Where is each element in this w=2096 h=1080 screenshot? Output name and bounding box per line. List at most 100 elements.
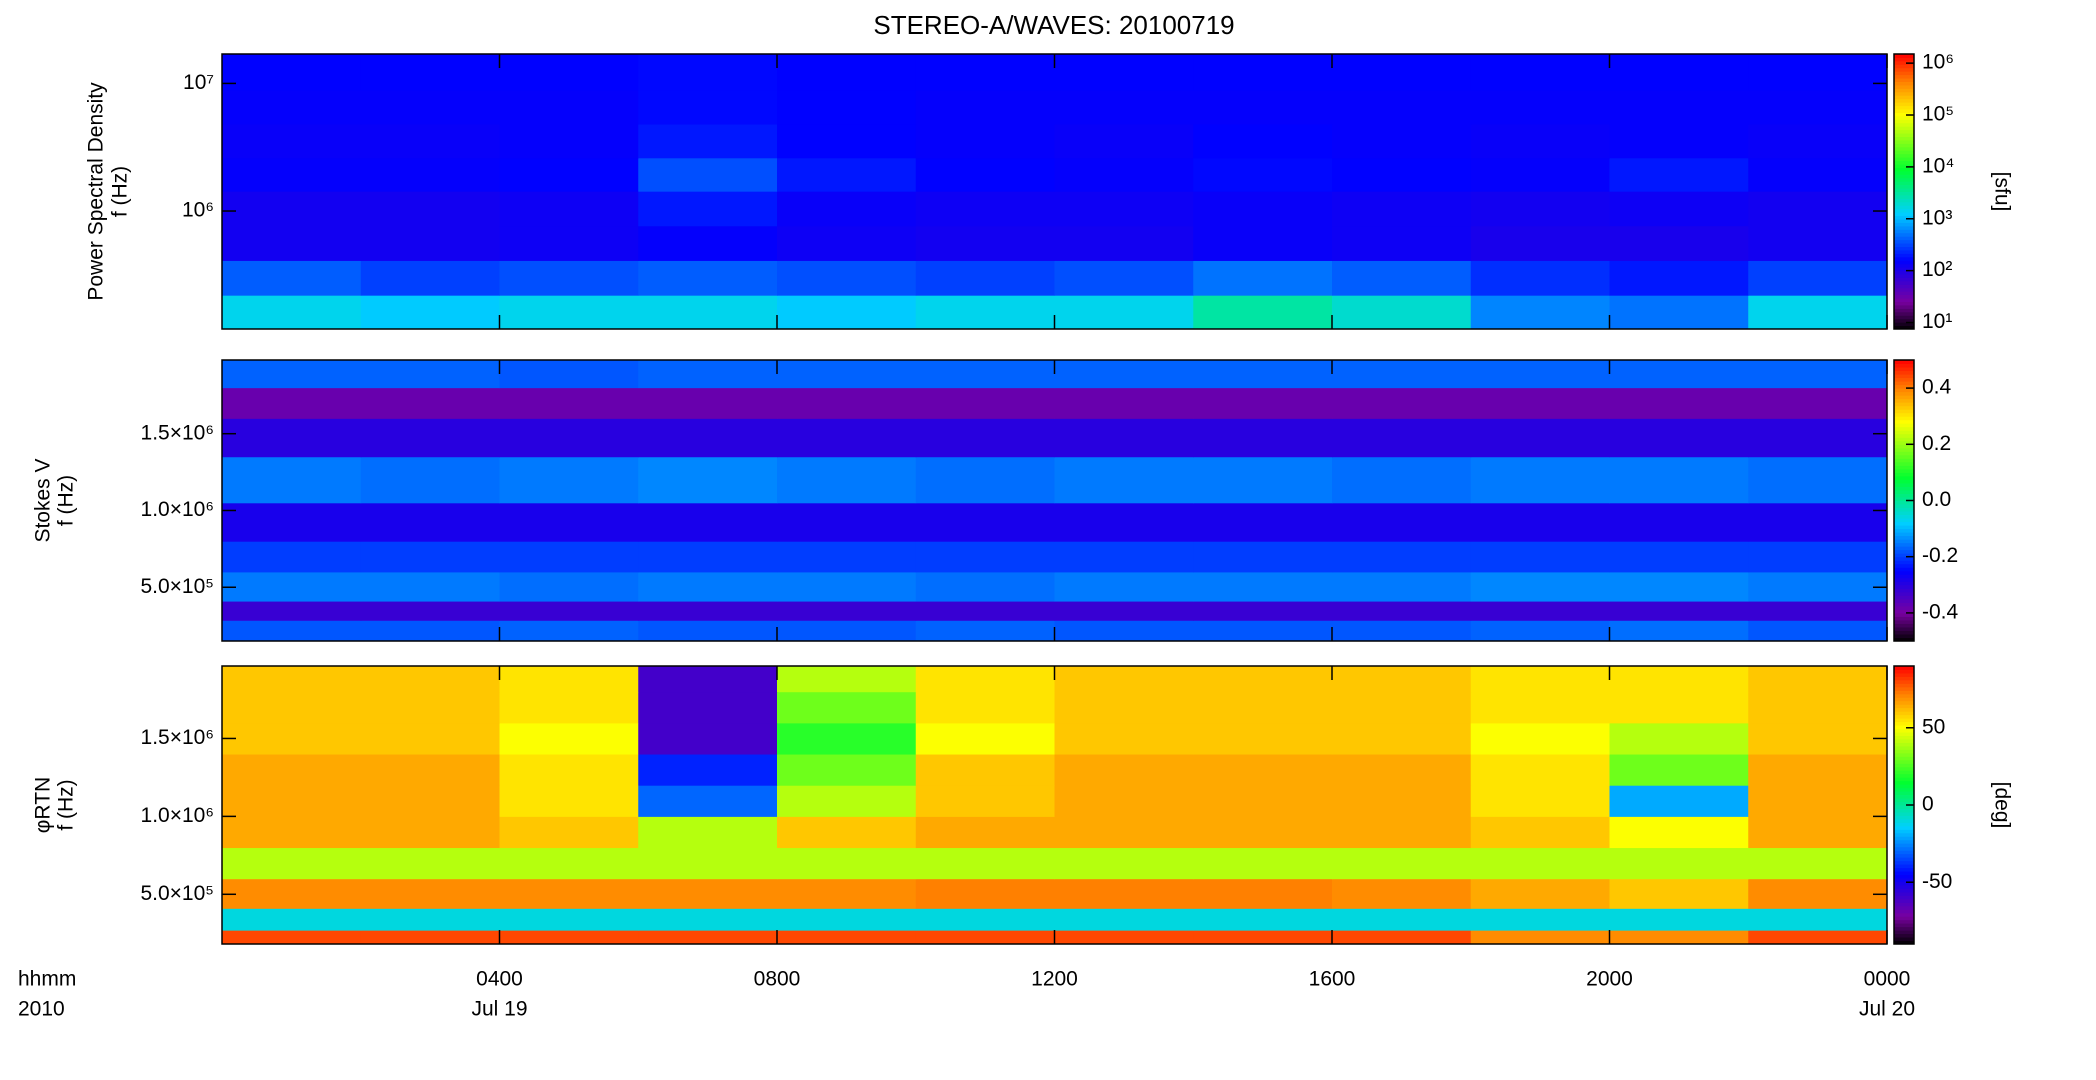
x-tick-label: 1600	[1309, 968, 1356, 991]
spectrogram-cell	[915, 816, 1055, 849]
spectrogram-cell	[1609, 225, 1749, 261]
colorbar-swatch	[1894, 704, 1914, 709]
spectrogram-cell	[222, 691, 362, 724]
spectrogram-cell	[1332, 722, 1472, 755]
colorbar-swatch	[1894, 416, 1914, 421]
spectrogram-cell	[915, 847, 1055, 880]
spectrogram-cell	[1193, 54, 1333, 91]
spectrogram-cell	[499, 387, 639, 419]
colorbar-swatch	[1894, 67, 1914, 72]
spectrogram-cell	[1054, 571, 1194, 602]
spectrogram-cell	[222, 295, 362, 330]
colorbar-swatch	[1894, 690, 1914, 695]
spectrogram-cell	[1748, 260, 1888, 296]
spectrogram-cell	[222, 54, 362, 91]
spectrogram-cell	[360, 295, 500, 330]
spectrogram-cell	[1054, 124, 1194, 159]
colorbar-swatch	[1894, 84, 1914, 89]
spectrogram-cell	[1054, 785, 1194, 817]
spectrogram-cell	[1748, 124, 1888, 159]
spectrogram-cell	[222, 541, 362, 573]
spectrogram-cell	[499, 908, 639, 931]
spectrogram-cell	[222, 878, 362, 909]
colorbar-swatch	[1894, 581, 1914, 586]
y-tick-label: 1.5×10⁶	[141, 421, 214, 444]
colorbar-swatch	[1894, 496, 1914, 501]
colorbar-swatch	[1894, 637, 1914, 642]
colorbar-swatch	[1894, 909, 1914, 914]
spectrogram-cell	[1054, 225, 1194, 261]
colorbar-swatch	[1894, 143, 1914, 148]
spectrogram-cell	[777, 878, 917, 909]
colorbar-swatch	[1894, 780, 1914, 785]
spectrogram-cell	[777, 89, 917, 125]
spectrogram-cell	[499, 124, 639, 159]
spectrogram-cell	[499, 601, 639, 621]
colorbar-swatch	[1894, 57, 1914, 62]
colorbar-swatch	[1894, 871, 1914, 875]
spectrogram-cell	[499, 620, 639, 642]
y-axis-label: Power Spectral Density	[85, 82, 108, 301]
spectrogram-cell	[777, 930, 917, 945]
spectrogram-cell	[1470, 691, 1610, 724]
colorbar-swatch	[1894, 377, 1914, 382]
colorbar-swatch	[1894, 167, 1914, 172]
colorbar-swatch	[1894, 801, 1914, 806]
spectrogram-cell	[222, 816, 362, 849]
colorbar-swatch	[1894, 888, 1914, 893]
spectrogram-cell	[222, 785, 362, 817]
spectrogram-cell	[360, 225, 500, 261]
colorbar-swatch	[1894, 493, 1914, 498]
spectrogram-cell	[777, 225, 917, 261]
spectrogram-cell	[638, 54, 778, 91]
colorbar-swatch	[1894, 181, 1914, 186]
y-axis-label: f (Hz)	[109, 166, 132, 217]
colorbar-swatch	[1894, 602, 1914, 607]
spectrogram-cell	[222, 157, 362, 192]
colorbar-swatch	[1894, 102, 1914, 107]
colorbar-swatch	[1894, 133, 1914, 137]
spectrogram-cell	[222, 620, 362, 642]
colorbar-swatch	[1894, 112, 1914, 117]
colorbar-swatch	[1894, 672, 1914, 677]
colorbar-swatch	[1894, 54, 1914, 58]
colorbar-swatch	[1894, 867, 1914, 872]
spectrogram-cell	[360, 620, 500, 642]
spectrogram-cell	[1609, 722, 1749, 755]
spectrogram-cell	[1193, 878, 1333, 909]
y-axis-label: f (Hz)	[55, 779, 78, 830]
colorbar-label: [sfu]	[1990, 172, 2013, 212]
spectrogram-cell	[360, 722, 500, 755]
colorbar-swatch	[1894, 759, 1914, 764]
spectrogram-cell	[360, 418, 500, 458]
spectrogram-cell	[915, 225, 1055, 261]
spectrogram-cell	[1332, 571, 1472, 602]
spectrogram-cell	[1193, 541, 1333, 573]
colorbar-swatch	[1894, 215, 1914, 220]
colorbar-swatch	[1894, 752, 1914, 757]
colorbar-swatch	[1894, 864, 1914, 869]
colorbar-swatch	[1894, 623, 1914, 628]
spectrogram-cell	[777, 691, 917, 724]
spectrogram-cell	[638, 754, 778, 786]
spectrogram-cell	[1609, 878, 1749, 909]
spectrogram-cell	[222, 418, 362, 458]
colorbar-tick-label: -50	[1922, 870, 1952, 893]
spectrogram-cell	[1609, 260, 1749, 296]
colorbar-swatch	[1894, 728, 1914, 733]
spectrogram-cell	[638, 571, 778, 602]
spectrogram-cell	[360, 456, 500, 504]
colorbar-swatch	[1894, 71, 1914, 76]
colorbar-swatch	[1894, 219, 1914, 223]
colorbar-swatch	[1894, 395, 1914, 400]
spectrogram-cell	[915, 295, 1055, 330]
colorbar-swatch	[1894, 391, 1914, 396]
spectrogram-cell	[1609, 89, 1749, 125]
spectrogram-cell	[638, 260, 778, 296]
spectrogram-cell	[360, 387, 500, 419]
colorbar-swatch	[1894, 60, 1914, 65]
colorbar-swatch	[1894, 511, 1914, 516]
y-tick-label: 1.0×10⁶	[141, 804, 214, 827]
colorbar-swatch	[1894, 676, 1914, 681]
colorbar-tick-label: 0.4	[1922, 376, 1952, 399]
